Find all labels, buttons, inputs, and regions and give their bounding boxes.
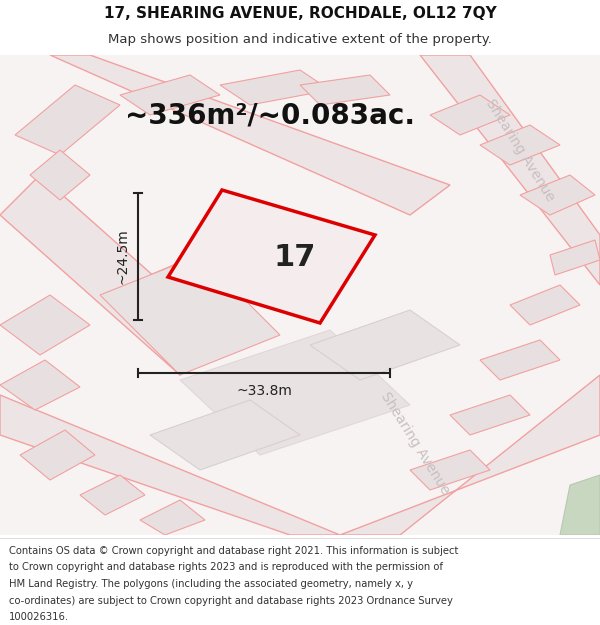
Polygon shape <box>168 190 375 323</box>
Text: 17: 17 <box>274 242 316 271</box>
Polygon shape <box>420 55 600 285</box>
Polygon shape <box>520 175 595 215</box>
Polygon shape <box>340 375 600 535</box>
Text: HM Land Registry. The polygons (including the associated geometry, namely x, y: HM Land Registry. The polygons (includin… <box>9 579 413 589</box>
Polygon shape <box>0 360 80 410</box>
Text: co-ordinates) are subject to Crown copyright and database rights 2023 Ordnance S: co-ordinates) are subject to Crown copyr… <box>9 596 453 606</box>
Polygon shape <box>150 400 300 470</box>
Text: ~24.5m: ~24.5m <box>115 229 129 284</box>
Text: ~33.8m: ~33.8m <box>236 384 292 398</box>
Text: Contains OS data © Crown copyright and database right 2021. This information is : Contains OS data © Crown copyright and d… <box>9 546 458 556</box>
Text: Map shows position and indicative extent of the property.: Map shows position and indicative extent… <box>108 33 492 46</box>
Polygon shape <box>550 240 600 275</box>
Polygon shape <box>410 450 490 490</box>
Polygon shape <box>220 70 330 105</box>
Polygon shape <box>20 430 95 480</box>
Text: 100026316.: 100026316. <box>9 612 69 622</box>
Polygon shape <box>30 150 90 200</box>
Polygon shape <box>150 260 210 300</box>
Polygon shape <box>0 55 600 535</box>
Polygon shape <box>50 55 450 215</box>
Polygon shape <box>180 330 410 455</box>
Text: 17, SHEARING AVENUE, ROCHDALE, OL12 7QY: 17, SHEARING AVENUE, ROCHDALE, OL12 7QY <box>104 6 496 21</box>
Polygon shape <box>450 395 530 435</box>
Polygon shape <box>480 340 560 380</box>
Polygon shape <box>430 95 510 135</box>
Polygon shape <box>80 475 145 515</box>
Polygon shape <box>310 310 460 380</box>
Polygon shape <box>0 395 340 535</box>
Polygon shape <box>300 75 390 105</box>
Polygon shape <box>120 75 220 115</box>
Polygon shape <box>140 500 205 535</box>
Polygon shape <box>480 125 560 165</box>
Polygon shape <box>510 285 580 325</box>
Polygon shape <box>560 475 600 535</box>
Text: Shearing Avenue: Shearing Avenue <box>378 389 452 497</box>
Polygon shape <box>15 85 120 155</box>
Polygon shape <box>100 255 280 375</box>
Text: to Crown copyright and database rights 2023 and is reproduced with the permissio: to Crown copyright and database rights 2… <box>9 562 443 572</box>
Text: Shearing Avenue: Shearing Avenue <box>483 96 557 204</box>
Text: ~336m²/~0.083ac.: ~336m²/~0.083ac. <box>125 101 415 129</box>
Polygon shape <box>0 175 220 375</box>
Polygon shape <box>0 295 90 355</box>
